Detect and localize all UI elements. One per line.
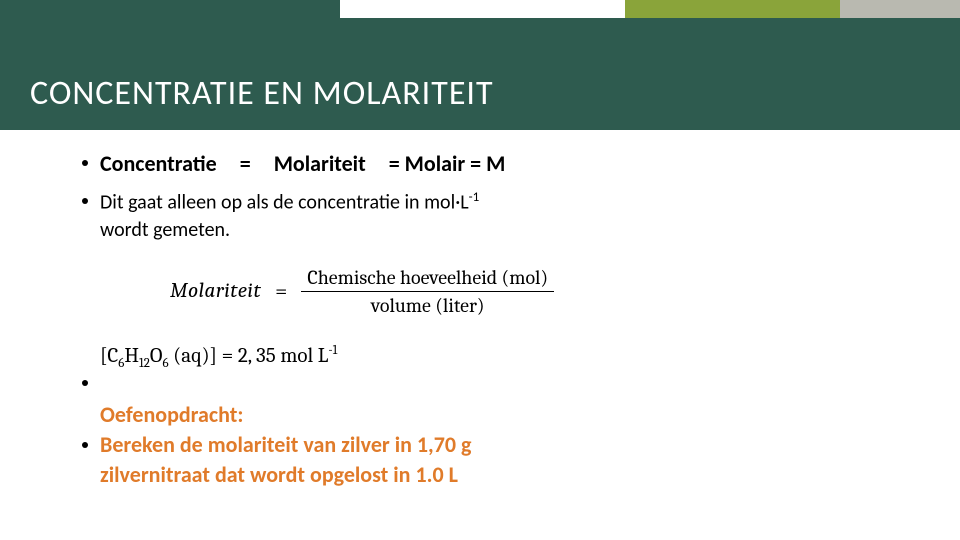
equals-2: = [389, 150, 400, 177]
formula-numerator: Chemische hoeveelheid (mol) [301, 266, 554, 291]
ex-aq: (aq)] [169, 344, 217, 368]
title-bar: CONCENTRATIE EN MOLARITEIT [0, 18, 960, 130]
note-sup: -1 [469, 190, 480, 205]
ex-o: O [150, 344, 163, 368]
term-m: M [486, 150, 505, 177]
note-line1a: Dit gaat alleen op als de concentratie i… [100, 191, 469, 215]
bullet-icon [82, 160, 88, 166]
equals-1: = [240, 150, 251, 177]
exercise-title: Oefenopdracht: [100, 401, 840, 428]
note-line2: wordt gemeten. [100, 218, 230, 242]
formula-equals: = [275, 278, 287, 304]
equals-3: = [470, 150, 481, 177]
exercise-body: Bereken de molariteit van zilver in 1,70… [100, 430, 840, 489]
accent-block-3 [625, 0, 840, 18]
bullet-icon [82, 198, 88, 204]
bullet-icon [82, 380, 88, 386]
molarity-formula: Molariteit = Chemische hoeveelheid (mol)… [170, 266, 840, 317]
formula-label: Molariteit [170, 279, 261, 303]
ex-val: = 2, 35 mol L [217, 344, 328, 368]
formula-fraction: Chemische hoeveelheid (mol) volume (lite… [301, 266, 554, 317]
exercise-line2: zilvernitraat dat wordt opgelost in 1.0 … [100, 461, 458, 488]
equivalence-line: Concentratie = Molariteit = Molair = M [100, 150, 840, 177]
ex-sup: -1 [328, 343, 337, 358]
accent-block-4 [840, 0, 960, 18]
slide-content: Concentratie = Molariteit = Molair = M D… [100, 150, 840, 489]
exercise-line1: Bereken de molariteit van zilver in 1,70… [100, 431, 471, 458]
example-concentration: [C6H12O6 (aq)] = 2, 35 mol L-1 [100, 343, 840, 371]
term-molariteit: Molariteit [274, 150, 366, 177]
note-text: Dit gaat alleen op als de concentratie i… [100, 189, 840, 244]
ex-h: H [124, 344, 139, 368]
ex-sub2: 12 [139, 356, 150, 371]
formula-denominator: volume (liter) [365, 292, 491, 317]
term-molair: Molair [405, 150, 466, 177]
accent-block-2 [340, 0, 625, 18]
page-title: CONCENTRATIE EN MOLARITEIT [30, 73, 494, 114]
accent-bar [0, 0, 960, 18]
bullet-icon [82, 442, 88, 448]
ex-open: [C [100, 344, 118, 368]
term-concentratie: Concentratie [100, 150, 217, 177]
accent-block-1 [0, 0, 340, 18]
